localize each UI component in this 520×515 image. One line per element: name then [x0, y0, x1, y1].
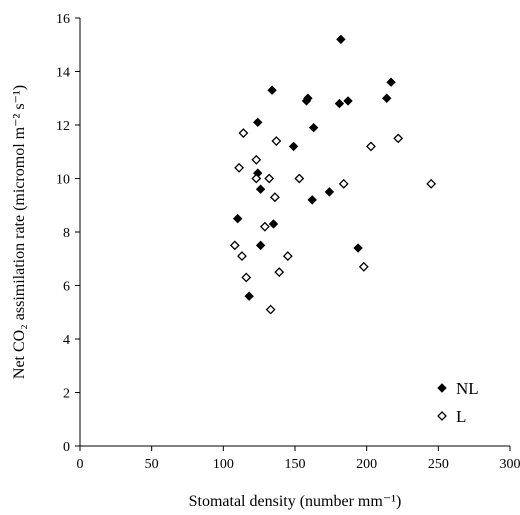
y-tick-label: 6: [63, 280, 70, 295]
y-axis-title: Net CO₂ assimilation rate (micromol m⁻² …: [11, 85, 28, 379]
data-point-l: [366, 141, 376, 152]
y-tick-label: 14: [56, 66, 70, 81]
legend-label-l: L: [456, 407, 466, 426]
data-point-l: [294, 173, 305, 184]
y-tick-label: 16: [56, 12, 70, 27]
data-point-l: [237, 251, 247, 261]
data-point-nl: [267, 85, 277, 95]
data-point-l: [393, 133, 404, 144]
y-tick-label: 2: [63, 387, 70, 402]
data-point-l: [259, 221, 270, 232]
y-tick-label: 12: [56, 119, 70, 134]
x-axis-title: Stomatal density (number mm⁻¹): [189, 493, 402, 510]
data-point-nl: [255, 240, 266, 251]
data-point-nl: [255, 184, 266, 194]
data-point-l: [358, 261, 369, 272]
data-point-nl: [324, 187, 335, 197]
data-point-nl: [336, 34, 346, 45]
data-point-l: [264, 173, 275, 184]
data-point-l: [265, 304, 276, 315]
data-point-l: [274, 267, 285, 278]
legend: NL L: [437, 379, 479, 426]
data-point-l: [271, 136, 282, 146]
series-l: [229, 128, 437, 315]
x-tick-label: 50: [145, 457, 159, 472]
data-point-l: [229, 240, 240, 251]
data-point-nl: [307, 195, 317, 205]
data-point-nl: [343, 96, 353, 106]
series-nl: [232, 34, 396, 301]
data-point-nl: [288, 141, 299, 152]
x-tick-label: 300: [500, 457, 520, 472]
x-tick-label: 100: [213, 457, 234, 472]
data-point-nl: [353, 243, 363, 253]
data-point-nl: [268, 219, 279, 229]
x-tick-label: 150: [285, 457, 306, 472]
y-tick-label: 8: [63, 226, 70, 241]
data-point-nl: [253, 117, 263, 128]
data-point-nl: [334, 98, 345, 109]
data-point-nl: [382, 93, 392, 103]
data-point-nl: [308, 122, 319, 133]
legend-label-nl: NL: [456, 379, 479, 398]
legend-marker-l: [437, 411, 447, 421]
data-point-l: [234, 162, 245, 173]
data-point-l: [241, 272, 252, 283]
data-point-l: [251, 173, 262, 184]
data-point-nl: [244, 291, 254, 301]
data-point-nl: [232, 213, 243, 224]
data-point-l: [338, 178, 349, 189]
y-tick-label: 10: [56, 173, 70, 188]
data-point-l: [282, 251, 293, 261]
data-point-nl: [303, 93, 313, 103]
x-tick-label: 200: [356, 457, 377, 472]
data-point-nl: [386, 77, 396, 87]
x-tick-label: 250: [428, 457, 449, 472]
ticks: 0 50 100 150 200 250 300 0 2 4 6 8 10 12 14 16: [56, 12, 520, 472]
data-points: [229, 34, 437, 315]
y-tick-label: 4: [63, 333, 70, 348]
y-tick-label: 0: [63, 440, 70, 455]
legend-marker-nl: [437, 383, 447, 393]
axes: [79, 18, 510, 447]
data-point-l: [251, 154, 262, 165]
data-point-l: [270, 192, 280, 203]
data-point-l: [426, 178, 437, 189]
x-tick-label: 0: [77, 457, 84, 472]
data-point-l: [238, 128, 249, 138]
